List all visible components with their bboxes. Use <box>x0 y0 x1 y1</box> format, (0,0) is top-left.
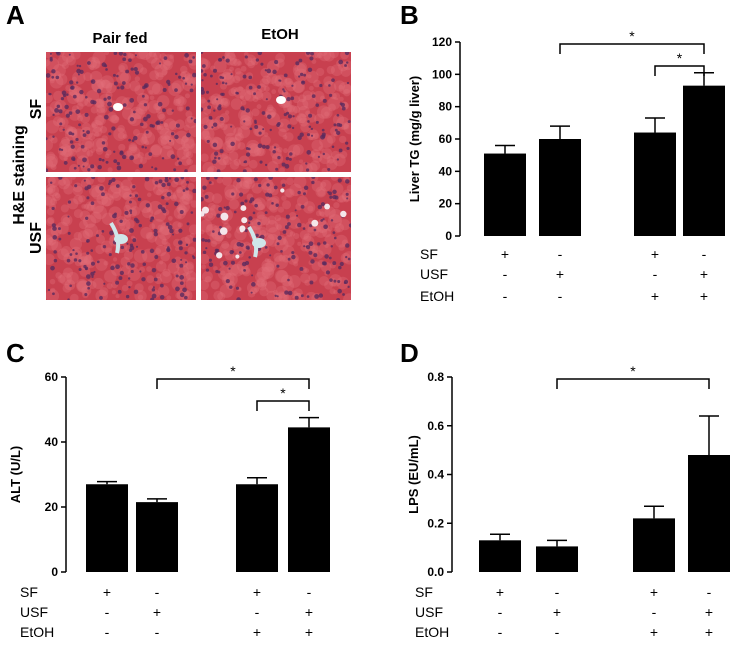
factor-sign: + <box>103 584 111 600</box>
factor-sign: - <box>105 604 110 620</box>
significance-bracket <box>256 400 310 411</box>
factor-sign: + <box>305 624 313 640</box>
y-tick-label: 0 <box>51 565 58 579</box>
factor-sign: - <box>555 624 560 640</box>
factor-sign: - <box>702 246 707 262</box>
y-axis-label: ALT (U/L) <box>8 446 23 504</box>
y-tick-label: 60 <box>45 370 59 384</box>
factor-sign: - <box>555 584 560 600</box>
y-tick-label: 0 <box>445 229 452 243</box>
significance-star: * <box>629 28 635 44</box>
factor-sign: + <box>651 246 659 262</box>
bar <box>688 455 730 572</box>
factor-label: EtOH <box>20 624 54 640</box>
factor-label: USF <box>415 604 443 620</box>
y-tick-label: 0.8 <box>427 370 444 384</box>
factor-sign: - <box>105 624 110 640</box>
factor-sign: - <box>498 604 503 620</box>
y-tick-label: 0.4 <box>427 468 444 482</box>
y-axis-label: LPS (EU/mL) <box>406 435 421 514</box>
y-tick-label: 60 <box>439 132 453 146</box>
y-tick-label: 0.6 <box>427 419 444 433</box>
factor-sign: - <box>498 624 503 640</box>
bar <box>634 132 676 236</box>
significance-star: * <box>230 363 236 379</box>
factor-sign: - <box>307 584 312 600</box>
significance-bracket <box>654 65 705 76</box>
y-tick-label: 80 <box>439 100 453 114</box>
col-label-etoh: EtOH <box>261 26 299 43</box>
factor-sign: - <box>155 624 160 640</box>
factor-sign: - <box>653 266 658 282</box>
factor-label: USF <box>20 604 48 620</box>
significance-bracket <box>156 378 310 389</box>
histology-image-sf-pair-fed <box>46 52 196 172</box>
y-tick-label: 0.2 <box>427 516 444 530</box>
factor-label: SF <box>20 584 38 600</box>
y-tick-label: 0.0 <box>427 565 444 579</box>
factor-label: EtOH <box>415 624 449 640</box>
significance-star: * <box>280 385 286 401</box>
bar <box>479 540 521 572</box>
y-tick-label: 20 <box>439 197 453 211</box>
bar <box>539 139 581 236</box>
factor-sign: + <box>705 604 713 620</box>
factor-sign: + <box>553 604 561 620</box>
factor-sign: - <box>558 246 563 262</box>
bar <box>683 85 725 237</box>
factor-sign: + <box>700 288 708 304</box>
factor-sign: + <box>650 624 658 640</box>
y-tick-label: 100 <box>432 67 452 81</box>
bar <box>86 484 128 572</box>
factor-sign: + <box>700 266 708 282</box>
y-tick-label: 120 <box>432 35 452 49</box>
factor-sign: - <box>503 288 508 304</box>
significance-bracket <box>556 378 710 389</box>
factor-sign: + <box>650 584 658 600</box>
y-tick-label: 20 <box>45 500 59 514</box>
factor-sign: + <box>253 624 261 640</box>
y-tick-label: 40 <box>439 164 453 178</box>
histology-image-usf-etoh <box>201 177 351 300</box>
factor-sign: - <box>558 288 563 304</box>
panel-a-letter: A <box>6 0 25 30</box>
bar <box>536 546 578 572</box>
panel-c-letter: C <box>6 338 25 368</box>
factor-sign: + <box>556 266 564 282</box>
factor-sign: + <box>153 604 161 620</box>
significance-bracket <box>559 43 705 54</box>
factor-sign: + <box>705 624 713 640</box>
histology-image-usf-pair-fed <box>46 177 196 300</box>
factor-sign: - <box>652 604 657 620</box>
panel-d-letter: D <box>400 338 419 368</box>
panel-b-letter: B <box>400 0 419 30</box>
factor-sign: + <box>305 604 313 620</box>
factor-sign: - <box>255 604 260 620</box>
bar <box>484 153 526 236</box>
factor-sign: - <box>707 584 712 600</box>
factor-sign: + <box>253 584 261 600</box>
factor-label: USF <box>420 266 448 282</box>
y-axis-label: Liver TG (mg/g liver) <box>407 76 422 202</box>
factor-label: SF <box>420 246 438 262</box>
factor-sign: + <box>501 246 509 262</box>
factor-sign: - <box>155 584 160 600</box>
col-label-pair-fed: Pair fed <box>92 30 148 47</box>
significance-star: * <box>677 50 683 66</box>
bar <box>136 502 178 572</box>
factor-sign: - <box>503 266 508 282</box>
histology-image-sf-etoh <box>201 52 351 172</box>
bar <box>633 518 675 572</box>
factor-label: SF <box>415 584 433 600</box>
significance-star: * <box>630 363 636 379</box>
y-tick-label: 40 <box>45 435 59 449</box>
factor-sign: + <box>651 288 659 304</box>
factor-sign: + <box>496 584 504 600</box>
factor-label: EtOH <box>420 288 454 304</box>
bar <box>288 427 330 572</box>
bar <box>236 484 278 572</box>
